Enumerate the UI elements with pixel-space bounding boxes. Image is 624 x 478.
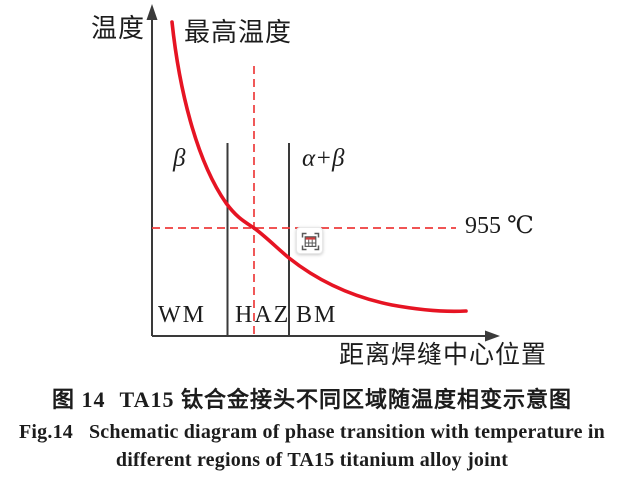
zone-label-bm: BM [296, 302, 338, 328]
phase-label-alpha-beta: α+β [302, 145, 345, 172]
peak-temperature-label: 最高温度 [184, 18, 293, 47]
x-axis-label: 距离焊缝中心位置 [339, 342, 548, 369]
zone-label-haz: HAZ [235, 302, 291, 328]
y-axis-arrow-icon [146, 4, 158, 20]
caption-zh: 图 14 TA15 钛合金接头不同区域随温度相变示意图 [0, 382, 624, 414]
temperature-curve [170, 20, 468, 314]
phase-transition-diagram: 温度 最高温度 β α+β 955 ℃ WM HAZ BM 距离焊缝中心位置 [91, 4, 548, 369]
table-capture-icon[interactable] [296, 227, 323, 254]
y-axis-label: 温度 [91, 14, 146, 43]
table-capture-glyph [301, 232, 320, 251]
caption-en-text: Schematic diagram of phase transition wi… [88, 421, 605, 443]
figure-caption: 图 14 TA15 钛合金接头不同区域随温度相变示意图 Fig.14 Schemat… [0, 378, 624, 472]
caption-zh-number: 图 14 [52, 387, 106, 412]
diagram-svg [146, 4, 500, 342]
caption-zh-text: TA15 钛合金接头不同区域随温度相变示意图 [119, 387, 572, 412]
caption-en-line2: different regions of TA15 titanium alloy… [115, 449, 509, 471]
caption-en-line1: Fig.14 Schematic diagram of phase transit… [0, 421, 624, 444]
x-axis-arrow-icon [485, 330, 500, 342]
phase-label-beta: β [173, 145, 186, 172]
threshold-label: 955 ℃ [465, 213, 534, 239]
caption-en-number: Fig.14 [19, 421, 73, 443]
zone-label-wm: WM [158, 302, 206, 328]
